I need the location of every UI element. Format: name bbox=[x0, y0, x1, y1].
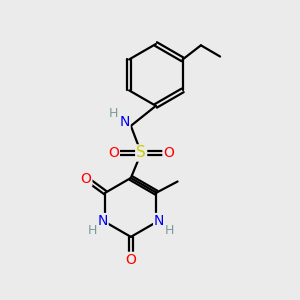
Text: O: O bbox=[164, 146, 174, 160]
Text: N: N bbox=[97, 214, 108, 228]
Text: O: O bbox=[108, 146, 119, 160]
Text: N: N bbox=[119, 115, 130, 129]
Text: S: S bbox=[136, 146, 146, 160]
Text: H: H bbox=[165, 224, 175, 238]
Text: H: H bbox=[88, 224, 97, 238]
Text: H: H bbox=[109, 107, 118, 120]
Text: O: O bbox=[125, 253, 136, 267]
Text: N: N bbox=[154, 214, 164, 228]
Text: O: O bbox=[80, 172, 92, 186]
